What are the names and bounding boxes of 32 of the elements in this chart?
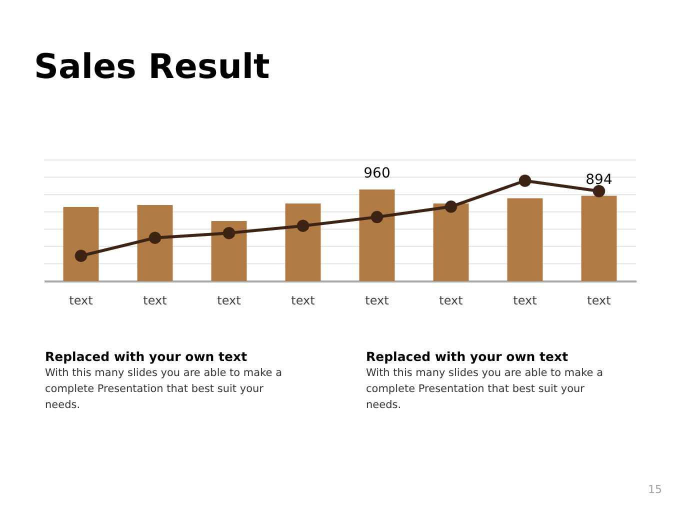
text: 15	[648, 483, 662, 496]
point	[518, 174, 532, 187]
x-tick-label: text	[143, 294, 168, 308]
bar	[433, 204, 469, 281]
point	[222, 226, 236, 240]
bar	[211, 221, 247, 281]
bar	[581, 196, 617, 281]
x-tick-label: text	[291, 294, 316, 308]
point	[74, 250, 88, 262]
x-tick-label: text	[365, 294, 390, 308]
point	[592, 185, 606, 198]
point	[148, 232, 162, 244]
point	[296, 220, 310, 232]
text: Replaced with your own text	[366, 349, 568, 364]
text: With this many slides you are able to make a complete Presentation that best suit your needs.	[45, 367, 282, 411]
x-tick-label: text	[69, 294, 94, 308]
text: With this many slides you are able to make a complete Presentation that best suit your needs.	[366, 367, 604, 411]
text: Replaced with your own text	[45, 349, 248, 364]
bar	[63, 207, 99, 281]
point	[370, 210, 384, 224]
data-label: 894	[586, 172, 612, 188]
chart-title: Sales Result	[34, 47, 270, 87]
point	[444, 200, 458, 213]
bar	[285, 204, 321, 281]
x-tick-label: text	[217, 294, 242, 308]
bar	[507, 198, 543, 281]
x-tick-label: text	[439, 294, 464, 308]
x-tick-label: text	[513, 294, 538, 308]
x-tick-label: text	[587, 294, 612, 308]
bar	[137, 205, 173, 281]
bar	[359, 190, 395, 281]
data-label: 960	[364, 166, 390, 182]
